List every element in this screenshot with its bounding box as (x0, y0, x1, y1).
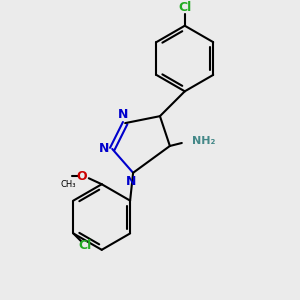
Text: N: N (99, 142, 110, 155)
Text: N: N (118, 108, 128, 121)
Text: NH₂: NH₂ (192, 136, 215, 146)
Text: CH₃: CH₃ (60, 180, 76, 189)
Text: O: O (76, 170, 87, 183)
Text: Cl: Cl (79, 239, 92, 252)
Text: N: N (126, 175, 136, 188)
Text: Cl: Cl (178, 1, 191, 14)
